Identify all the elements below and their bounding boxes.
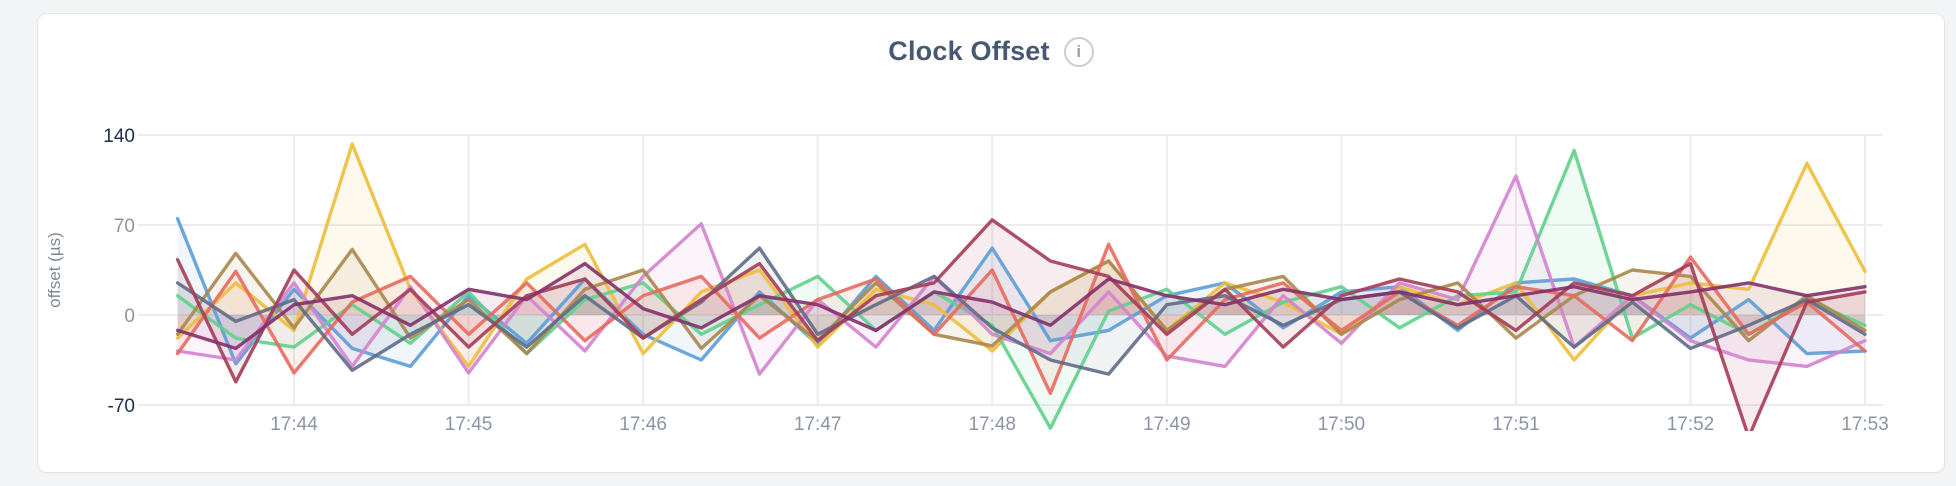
x-tick-label: 17:48 — [968, 414, 1016, 435]
y-tick-label: 0 — [124, 306, 135, 327]
series-2-line — [175, 142, 1867, 369]
chart-header: Clock Offset i — [38, 36, 1944, 67]
x-tick-label: 17:46 — [619, 414, 667, 435]
x-tick-label: 17:45 — [445, 414, 493, 435]
series-6-line — [175, 242, 1867, 396]
y-tick-label: 140 — [103, 126, 135, 147]
y-axis-title: offset (µs) — [45, 232, 64, 308]
x-axis-labels: 17:44 17:45 17:46 17:47 17:48 17:49 17:50 17:51… — [270, 414, 1889, 435]
series-lines — [175, 142, 1867, 431]
series-3-line — [175, 148, 1867, 430]
series-2-fill — [177, 144, 1866, 367]
x-tick-label: 17:51 — [1492, 414, 1540, 435]
x-tick-label: 17:44 — [270, 414, 318, 435]
series-7-line — [175, 246, 1867, 376]
series-8-fill — [177, 219, 1865, 431]
y-tick-label: 70 — [114, 216, 135, 237]
clock-offset-card: Clock Offset i 140 70 0 -70 offset (µs) 17:44… — [37, 13, 1945, 473]
y-tick-label: -70 — [108, 396, 135, 417]
x-tick-label: 17:53 — [1841, 414, 1889, 435]
series-5-line — [175, 247, 1867, 356]
x-tick-label: 17:52 — [1667, 414, 1715, 435]
x-tick-label: 17:49 — [1143, 414, 1191, 435]
x-tick-label: 17:47 — [794, 414, 842, 435]
series-4-fill — [177, 176, 1866, 375]
y-axis-labels: 140 70 0 -70 — [103, 126, 135, 417]
page-title: Clock Offset — [888, 36, 1050, 66]
x-tick-label: 17:50 — [1318, 414, 1366, 435]
series-8-line — [175, 218, 1867, 431]
clock-offset-chart-canvas[interactable]: 140 70 0 -70 offset (µs) 17:44 17:45 17:46 17:47… — [38, 14, 1946, 474]
series-9-line — [175, 261, 1867, 351]
info-icon[interactable]: i — [1063, 36, 1094, 67]
